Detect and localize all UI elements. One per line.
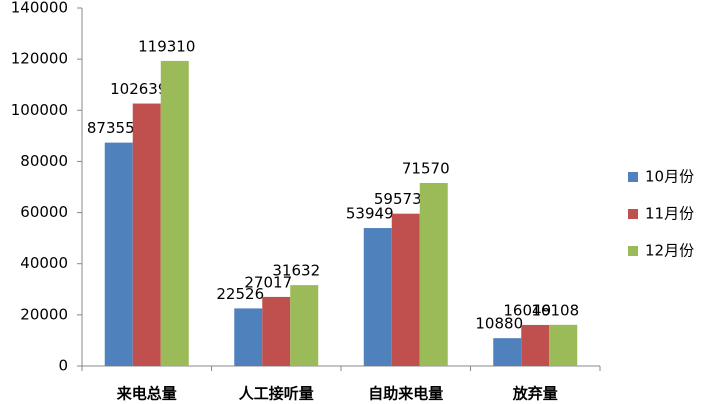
data-label: 53949 [346, 205, 394, 223]
data-label: 16049 [503, 301, 551, 319]
bar [104, 142, 133, 366]
x-tick-label: 人工接听量 [239, 385, 314, 403]
data-label: 71570 [402, 159, 450, 177]
data-label: 10880 [475, 315, 523, 333]
data-label: 27017 [244, 273, 292, 291]
legend-swatch [628, 209, 638, 219]
legend-swatch [628, 172, 638, 182]
data-label: 22526 [216, 285, 264, 303]
y-tick-label: 60000 [20, 203, 68, 221]
legend-swatch [628, 246, 638, 256]
data-label: 31632 [272, 262, 320, 280]
bar [290, 285, 319, 366]
bar [391, 213, 420, 366]
data-label: 87355 [87, 119, 135, 137]
y-tick-label: 80000 [20, 152, 68, 170]
bar [160, 60, 189, 366]
bar [132, 103, 161, 366]
y-tick-label: 20000 [20, 305, 68, 323]
data-label: 16108 [531, 301, 579, 319]
legend-label: 12月份 [645, 242, 694, 260]
legend-label: 10月份 [645, 168, 694, 186]
x-tick-label: 来电总量 [116, 385, 177, 403]
data-label: 102639 [110, 80, 167, 98]
legend-label: 11月份 [645, 205, 694, 223]
y-tick-label: 120000 [11, 50, 68, 68]
bar [363, 228, 392, 366]
bar [549, 324, 578, 366]
x-tick-label: 放弃量 [512, 385, 558, 403]
data-label: 119310 [138, 37, 195, 55]
data-label: 59573 [374, 190, 422, 208]
bar [521, 324, 550, 366]
bar [419, 182, 448, 366]
bar [262, 296, 291, 366]
y-tick-label: 100000 [11, 101, 68, 119]
bar [234, 308, 263, 366]
y-tick-label: 140000 [11, 0, 68, 17]
y-tick-label: 0 [58, 357, 68, 375]
x-tick-label: 自助来电量 [368, 385, 443, 403]
bar [493, 338, 522, 366]
y-tick-label: 40000 [20, 254, 68, 272]
